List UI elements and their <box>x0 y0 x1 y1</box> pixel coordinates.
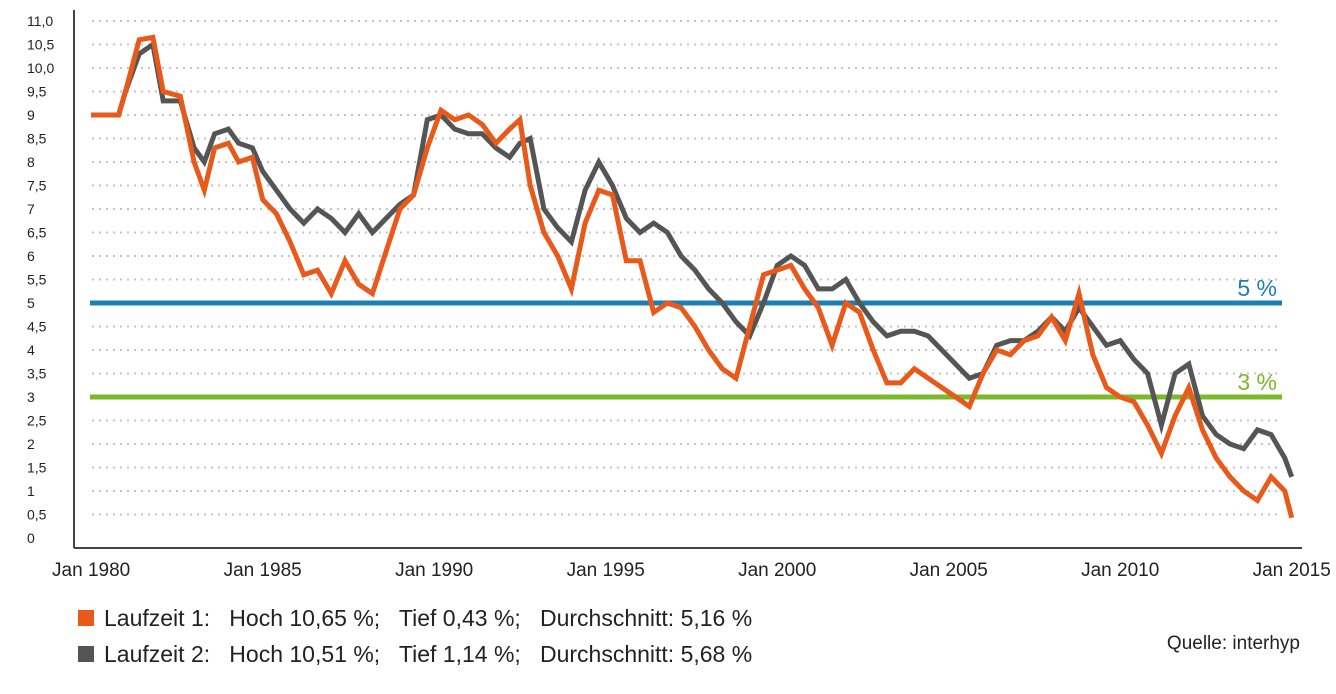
reference-line-label: 3 % <box>1237 369 1277 395</box>
y-tick-label: 0 <box>27 530 35 546</box>
x-tick-label: Jan 2015 <box>1253 560 1331 581</box>
y-tick-label: 5 <box>27 295 35 311</box>
x-tick-label: Jan 2000 <box>738 560 816 581</box>
x-tick-label: Jan 1995 <box>567 560 645 581</box>
x-tick-label: Jan 1985 <box>224 560 302 581</box>
y-tick-label: 9 <box>27 107 35 123</box>
legend-swatch-laufzeit-2 <box>78 646 94 662</box>
y-tick-label: 10,5 <box>27 37 54 53</box>
y-tick-label: 3 <box>27 389 35 405</box>
y-tick-label: 10,0 <box>27 60 54 76</box>
x-tick-label: Jan 2010 <box>1081 560 1159 581</box>
y-tick-label: 6,5 <box>27 225 47 241</box>
x-axis-tick-labels: Jan 1980 Jan 1985 Jan 1990 Jan 1995 Jan 2000… <box>52 560 1331 581</box>
y-tick-label: 4,5 <box>27 319 47 335</box>
legend-item-laufzeit-2: Laufzeit 2: Hoch 10,51 %; Tief 1,14 %; D… <box>78 636 752 672</box>
legend-item-laufzeit-1: Laufzeit 1: Hoch 10,65 %; Tief 0,43 %; D… <box>78 600 752 636</box>
y-axis-tick-labels: 0 0,5 1 1,5 2 2,5 3 3,5 4 4,5 5 5,5 6 6,5 7 7,5 8 8,5 9 9,5… <box>27 13 54 546</box>
legend-swatch-laufzeit-1 <box>78 610 94 626</box>
y-tick-label: 11,0 <box>27 13 53 29</box>
x-tick-label: Jan 2005 <box>910 560 988 581</box>
series-lines <box>91 34 1295 519</box>
reference-lines: 5 % 3 % <box>90 275 1282 400</box>
x-tick-label: Jan 1990 <box>395 560 473 581</box>
y-tick-label: 4 <box>27 342 35 358</box>
y-tick-label: 2,5 <box>27 413 47 429</box>
line-chart: 0 0,5 1 1,5 2 2,5 3 3,5 4 4,5 5 5,5 6 6,5 7 7,5 8 8,5 9 9,5… <box>27 10 1331 581</box>
y-tick-label: 7,5 <box>27 178 47 194</box>
series-line-laufzeit-1 <box>91 34 1295 519</box>
y-tick-label: 6 <box>27 248 35 264</box>
grid-lines <box>92 20 1282 516</box>
series-line-laufzeit-2 <box>91 40 1295 478</box>
y-tick-label: 1,5 <box>27 460 47 476</box>
legend-label-laufzeit-2: Laufzeit 2: Hoch 10,51 %; Tief 1,14 %; D… <box>104 640 753 667</box>
y-tick-label: 8,5 <box>27 131 47 147</box>
y-tick-label: 7 <box>27 201 35 217</box>
y-tick-label: 5,5 <box>27 272 47 288</box>
y-tick-label: 2 <box>27 436 35 452</box>
legend-label-laufzeit-1: Laufzeit 1: Hoch 10,65 %; Tief 0,43 %; D… <box>104 604 753 631</box>
x-tick-label: Jan 1980 <box>52 560 130 581</box>
reference-line-label: 5 % <box>1237 275 1277 301</box>
y-tick-label: 9,5 <box>27 84 47 100</box>
legend: Laufzeit 1: Hoch 10,65 %; Tief 0,43 %; D… <box>78 600 752 672</box>
y-tick-label: 1 <box>27 483 35 499</box>
y-tick-label: 8 <box>27 154 35 170</box>
source-credit: Quelle: interhyp <box>1166 633 1300 654</box>
y-tick-label: 0,5 <box>27 507 47 523</box>
y-tick-label: 3,5 <box>27 366 47 382</box>
